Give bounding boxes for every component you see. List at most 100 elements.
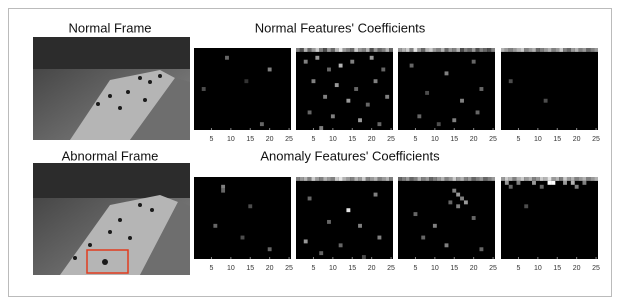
heatmap-cell <box>417 177 421 181</box>
x-tick-label: 10 <box>329 136 337 143</box>
heatmap-cell <box>456 193 460 197</box>
heatmap-cell <box>544 99 548 103</box>
heatmap-background <box>296 177 393 259</box>
figure: Normal Frame Abnormal Frame Normal Featu… <box>0 0 621 305</box>
heatmap-cell <box>532 177 536 181</box>
heatmap-cell <box>429 177 433 181</box>
heatmap-cell <box>433 177 437 181</box>
heatmap-cell <box>555 177 559 181</box>
x-tick-label: 5 <box>414 265 418 272</box>
heatmap-cell <box>425 91 429 95</box>
heatmap-cell <box>433 224 437 228</box>
heatmap-cell <box>448 177 452 181</box>
heatmap-cell <box>315 56 319 60</box>
x-tick-label: 25 <box>489 265 497 272</box>
heatmap-cell <box>590 48 594 52</box>
heatmap-cell <box>563 181 567 185</box>
heatmap-cell <box>385 95 389 99</box>
heatmap-cell <box>358 224 362 228</box>
heatmap-cell <box>452 189 456 193</box>
heatmap-cell <box>366 177 370 181</box>
heatmap-cell <box>487 177 491 181</box>
heatmap-background <box>501 48 598 130</box>
heatmap-cell <box>319 177 323 181</box>
heatmap-cell <box>437 177 441 181</box>
x-tick-label: 15 <box>553 136 561 143</box>
heatmap-cell <box>501 48 505 52</box>
normal-frame-image <box>33 37 190 140</box>
x-tick-label: 15 <box>246 136 254 143</box>
heatmap-cell <box>563 48 567 52</box>
heatmap-cell <box>346 99 350 103</box>
heatmap-cell <box>323 48 327 52</box>
heatmap-cell <box>433 48 437 52</box>
heatmap-cell <box>374 48 378 52</box>
heatmap-cell <box>304 60 308 64</box>
heatmap-cell <box>551 48 555 52</box>
heatmap-cell <box>327 220 331 224</box>
heatmap-cell <box>268 68 272 72</box>
heatmap-cell <box>315 48 319 52</box>
x-tick-label: 10 <box>227 265 235 272</box>
heatmap-cell <box>513 177 517 181</box>
heatmap-cell <box>343 177 347 181</box>
heatmap-cell <box>491 177 495 181</box>
heatmap-cell <box>464 200 468 204</box>
heatmap-cell <box>300 48 304 52</box>
heatmap-cell <box>567 177 571 181</box>
heatmap-cell <box>548 48 552 52</box>
heatmap-cell <box>354 87 358 91</box>
heatmap-cell <box>472 177 476 181</box>
x-tick-label: 10 <box>534 136 542 143</box>
heatmap-cell <box>548 181 552 185</box>
heatmap-cell <box>308 110 312 114</box>
heatmap-cell <box>540 177 544 181</box>
heatmap-cell <box>456 48 460 52</box>
heatmap-cell <box>452 48 456 52</box>
heatmap-cell <box>472 60 476 64</box>
heatmap-cell <box>528 177 532 181</box>
heatmap-background <box>296 48 393 130</box>
x-tick-label: 15 <box>348 265 356 272</box>
heatmap-cell <box>460 197 464 201</box>
heatmap-cell <box>524 48 528 52</box>
heatmap-cell <box>350 60 354 64</box>
heatmap-cell <box>343 48 347 52</box>
heatmap-cell <box>312 48 316 52</box>
heatmap-cell <box>505 177 509 181</box>
heatmap-cell <box>479 48 483 52</box>
x-tick-label: 20 <box>266 265 274 272</box>
heatmap-cell <box>532 181 536 185</box>
x-tick-label: 15 <box>553 265 561 272</box>
x-tick-label: 10 <box>431 136 439 143</box>
heatmap-cell <box>594 48 598 52</box>
heatmap-cell <box>476 110 480 114</box>
heatmap-cell <box>472 48 476 52</box>
heatmap-cell <box>509 48 513 52</box>
heatmap-cell <box>559 177 563 181</box>
heatmap-cell <box>354 177 358 181</box>
heatmap-cell <box>524 177 528 181</box>
heatmap-cell <box>366 48 370 52</box>
heatmap-cell <box>381 68 385 72</box>
heatmap-cell <box>312 79 316 83</box>
heatmap-cell <box>563 177 567 181</box>
heatmap-cell <box>362 177 366 181</box>
x-tick-label: 15 <box>450 265 458 272</box>
heatmap-cell <box>414 48 418 52</box>
heatmap-cell <box>327 68 331 72</box>
heatmap-cell <box>221 185 225 189</box>
heatmap-cell <box>377 177 381 181</box>
heatmap-cell <box>346 208 350 212</box>
heatmap-cell <box>540 48 544 52</box>
heatmap-cell <box>335 48 339 52</box>
heatmap-cell <box>260 122 264 126</box>
heatmap-cell <box>381 48 385 52</box>
row-title: Normal Features' Coefficients <box>255 20 426 35</box>
heatmap-cell <box>441 177 445 181</box>
heatmap-cell <box>528 48 532 52</box>
heatmap-cell <box>374 177 378 181</box>
frame-label: Normal Frame <box>68 20 151 35</box>
heatmap-cell <box>487 48 491 52</box>
x-tick-label: 5 <box>517 136 521 143</box>
